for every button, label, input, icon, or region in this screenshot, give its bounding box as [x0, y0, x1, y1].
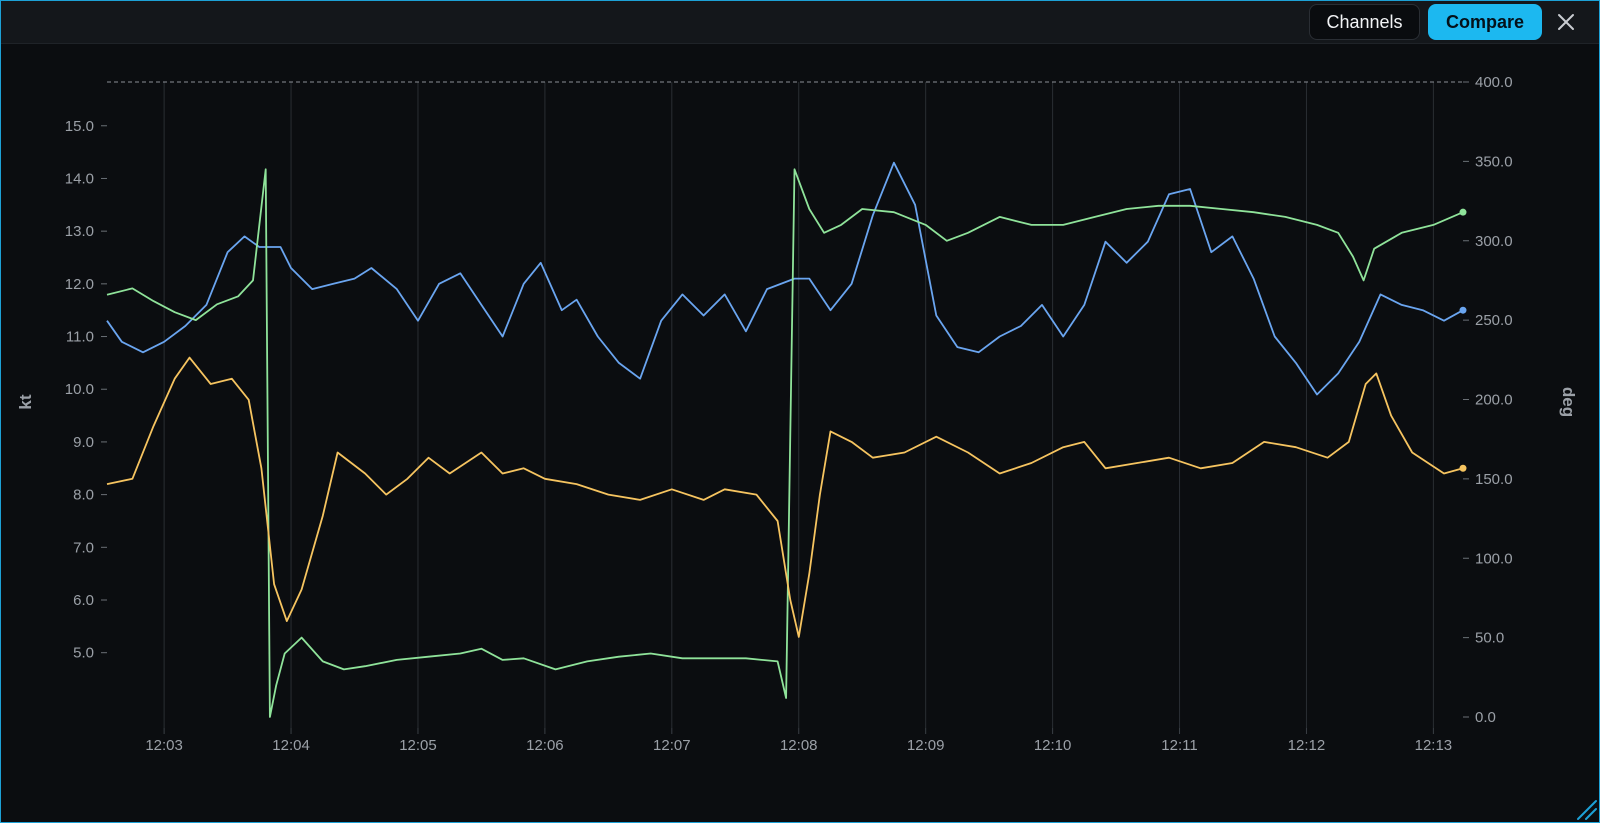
x-tick-label: 12:04 — [272, 737, 310, 754]
x-tick-label: 12:08 — [780, 737, 818, 754]
resize-handle-icon[interactable] — [1575, 798, 1597, 820]
left-tick-label: 7.0 — [73, 539, 94, 556]
left-tick-label: 15.0 — [65, 118, 94, 135]
x-tick-label: 12:10 — [1034, 737, 1072, 754]
right-axis-title: deg — [1559, 387, 1578, 417]
x-tick-label: 12:03 — [145, 737, 183, 754]
series-line-green — [106, 168, 1464, 718]
x-tick-label: 12:07 — [653, 737, 691, 754]
toolbar: Channels Compare — [1, 1, 1599, 44]
x-tick-label: 12:06 — [526, 737, 564, 754]
channels-button[interactable]: Channels — [1309, 4, 1420, 40]
left-tick-label: 14.0 — [65, 170, 94, 187]
x-tick-label: 12:13 — [1415, 737, 1453, 754]
close-icon[interactable] — [1554, 10, 1578, 34]
left-tick-label: 5.0 — [73, 645, 94, 662]
left-axis-title: kt — [16, 394, 35, 409]
right-tick-label: 400.0 — [1475, 74, 1513, 91]
series-end-point-green — [1459, 208, 1467, 216]
left-tick-label: 6.0 — [73, 592, 94, 609]
right-tick-label: 150.0 — [1475, 471, 1513, 488]
x-tick-label: 12:12 — [1288, 737, 1326, 754]
time-series-chart: 12:03 12:04 12:05 12:06 12:07 12:08 12:09 12:10… — [16, 74, 1578, 754]
series-end-point-blue — [1459, 306, 1467, 314]
x-tick-label: 12:09 — [907, 737, 945, 754]
left-tick-label: 10.0 — [65, 381, 94, 398]
x-tick-label: 12:05 — [399, 737, 437, 754]
x-tick-label: 12:11 — [1161, 737, 1197, 754]
right-tick-label: 0.0 — [1475, 709, 1496, 726]
left-tick-label: 11.0 — [66, 329, 94, 346]
left-tick-label: 12.0 — [65, 276, 94, 293]
compare-button[interactable]: Compare — [1428, 4, 1542, 40]
right-tick-label: 350.0 — [1475, 153, 1513, 170]
left-tick-label: 9.0 — [73, 434, 94, 451]
series-line-orange — [106, 356, 1464, 638]
series-line-blue — [106, 161, 1464, 396]
right-tick-label: 200.0 — [1475, 392, 1513, 409]
right-tick-label: 300.0 — [1475, 233, 1513, 250]
right-tick-label: 250.0 — [1475, 312, 1513, 329]
left-tick-label: 8.0 — [73, 487, 94, 504]
left-tick-label: 13.0 — [65, 223, 94, 240]
right-tick-label: 50.0 — [1475, 630, 1504, 647]
right-tick-label: 100.0 — [1475, 550, 1513, 567]
series-end-point-orange — [1459, 464, 1467, 472]
